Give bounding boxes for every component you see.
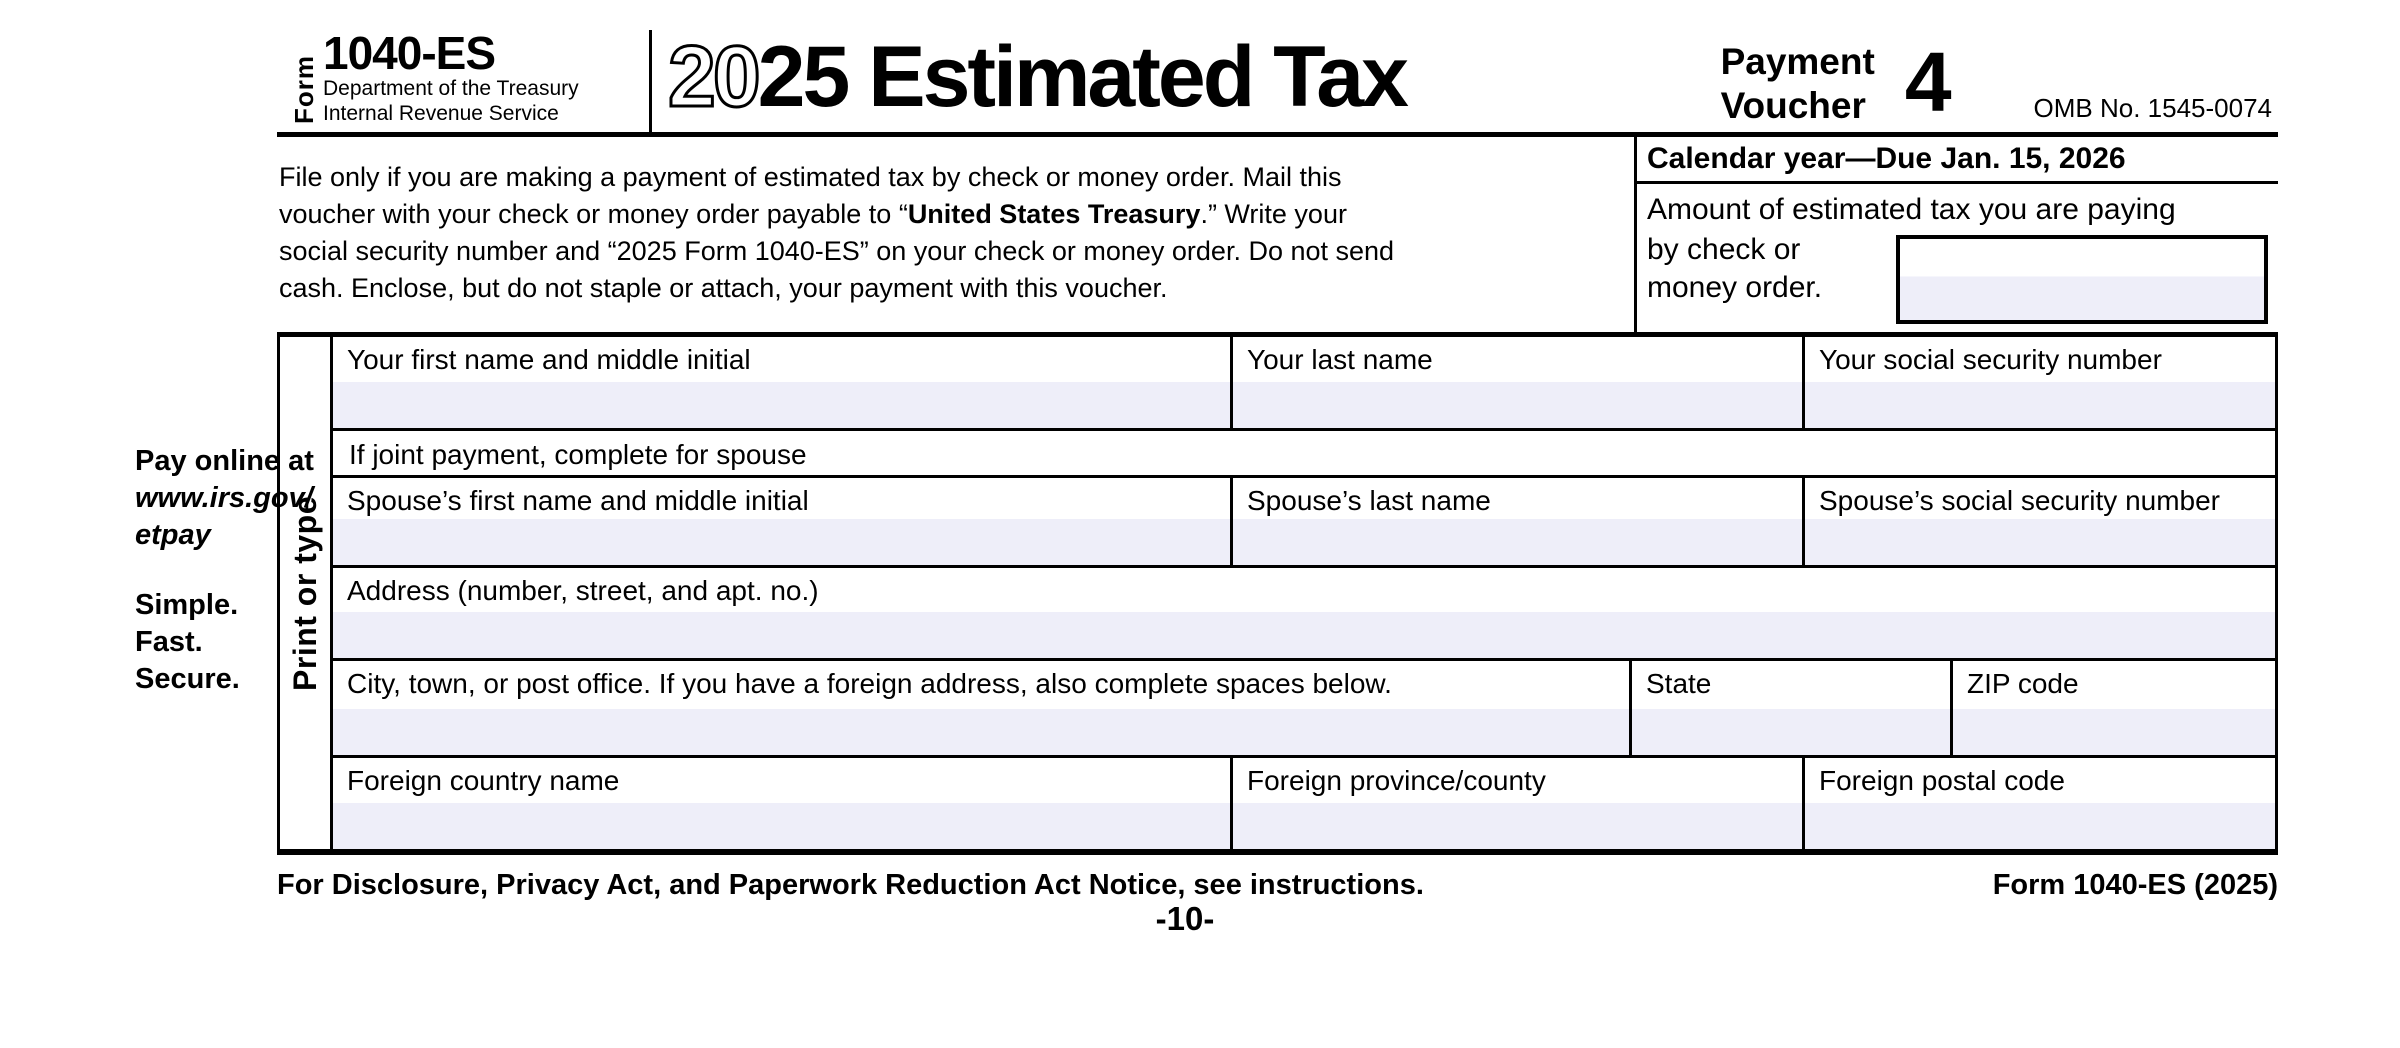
last-name-label: Your last name [1247, 344, 1433, 375]
omb-number: OMB No. 1545-0074 [2033, 93, 2272, 123]
address-input[interactable] [333, 612, 2275, 658]
foreign-country-label: Foreign country name [347, 765, 620, 796]
spouse-ssn-input[interactable] [1805, 519, 2275, 565]
print-or-type-label: Print or type [286, 495, 323, 691]
table-row: If joint payment, complete for spouse [333, 428, 2275, 475]
last-name-cell: Your last name [1233, 337, 1805, 428]
payment-voucher-block: Payment Voucher 4 [1721, 40, 1952, 132]
form-header: Form 1040-ES Department of the Treasury … [277, 30, 2278, 137]
foreign-province-input[interactable] [1233, 803, 1802, 849]
title-year-solid: 25 [757, 29, 851, 125]
spouse-first-name-input[interactable] [333, 519, 1230, 565]
instructions-line2-post: .” Write your [1200, 199, 1347, 229]
first-name-cell: Your first name and middle initial [333, 337, 1233, 428]
spouse-ssn-cell: Spouse’s social security number [1805, 478, 2275, 565]
irs-line: Internal Revenue Service [323, 102, 559, 125]
spouse-last-name-input[interactable] [1233, 519, 1802, 565]
foreign-postal-input[interactable] [1805, 803, 2275, 849]
spouse-first-name-label: Spouse’s first name and middle initial [347, 485, 809, 516]
table-row: Address (number, street, and apt. no.) [333, 565, 2275, 658]
form-title: 2025 Estimated Tax [667, 33, 1409, 122]
address-label: Address (number, street, and apt. no.) [347, 575, 819, 606]
amount-label-line1: Amount of estimated tax you are paying [1647, 193, 2176, 226]
irs-url-line2: etpay [135, 519, 211, 551]
zip-cell: ZIP code [1953, 661, 2275, 755]
form-footer: For Disclosure, Privacy Act, and Paperwo… [277, 869, 2278, 902]
table-rows: Your first name and middle initial Your … [333, 337, 2275, 849]
payment-voucher-label: Payment Voucher [1720, 41, 1875, 126]
voucher-document: Form 1040-ES Department of the Treasury … [277, 30, 2278, 902]
state-label: State [1646, 668, 1712, 699]
foreign-province-cell: Foreign province/county [1233, 758, 1805, 849]
foreign-country-input[interactable] [333, 803, 1230, 849]
city-cell: City, town, or post office. If you have … [333, 661, 1632, 755]
instructions-line2: voucher with your check or money order p… [279, 196, 1594, 233]
instructions-line4: cash. Enclose, but do not staple or atta… [279, 273, 1168, 303]
spouse-ssn-label: Spouse’s social security number [1819, 485, 2221, 516]
table-row: City, town, or post office. If you have … [333, 658, 2275, 755]
table-row: Foreign country name Foreign province/co… [333, 755, 2275, 849]
calendar-amount-panel: Calendar year—Due Jan. 15, 2026 Amount o… [1634, 137, 2278, 332]
joint-payment-cell: If joint payment, complete for spouse [333, 431, 2275, 475]
state-input[interactable] [1632, 709, 1950, 755]
form-number: 1040-ES [323, 27, 496, 79]
header-divider [649, 30, 652, 132]
amount-label-wrap: by check or money order. [1647, 233, 1823, 304]
tagline: Simple. Fast. Secure. [135, 589, 240, 695]
title-year-outline: 20 [667, 29, 763, 125]
zip-label: ZIP code [1967, 668, 2079, 699]
spouse-first-name-cell: Spouse’s first name and middle initial [333, 478, 1233, 565]
form-word-vertical: Form [289, 55, 319, 124]
calendar-year-due-date: Calendar year—Due Jan. 15, 2026 [1637, 137, 2278, 184]
foreign-province-label: Foreign province/county [1247, 765, 1546, 796]
form-id-footer: Form 1040-ES (2025) [1992, 869, 2278, 901]
irs-url-line1: www.irs.gov/ [135, 482, 313, 514]
foreign-postal-cell: Foreign postal code [1805, 758, 2275, 849]
table-row: Spouse’s first name and middle initial S… [333, 475, 2275, 565]
address-cell: Address (number, street, and apt. no.) [333, 568, 2275, 658]
first-name-input[interactable] [333, 382, 1230, 428]
voucher-number: 4 [1904, 35, 1952, 129]
amount-area: Amount of estimated tax you are paying b… [1637, 184, 2278, 332]
ssn-input[interactable] [1805, 382, 2275, 428]
disclosure-notice: For Disclosure, Privacy Act, and Paperwo… [277, 869, 1424, 901]
title-text: Estimated Tax [847, 29, 1409, 125]
middle-band: File only if you are making a payment of… [277, 137, 2278, 332]
instructions-line2-pre: voucher with your check or money order p… [279, 199, 908, 229]
ssn-cell: Your social security number [1805, 337, 2275, 428]
instructions-line1: File only if you are making a payment of… [279, 162, 1342, 192]
instructions-line3: social security number and “2025 Form 10… [279, 236, 1395, 266]
form-number-block: 1040-ES Department of the Treasury Inter… [323, 30, 579, 126]
state-cell: State [1632, 661, 1953, 755]
zip-input[interactable] [1953, 709, 2275, 755]
page-number: -10- [1155, 900, 1215, 937]
pay-online-note: Pay online at www.irs.gov/ etpay Simple.… [135, 443, 314, 698]
last-name-input[interactable] [1233, 382, 1802, 428]
city-input[interactable] [333, 709, 1629, 755]
pay-online-text: Pay online at [135, 445, 314, 477]
filing-instructions: File only if you are making a payment of… [277, 137, 1634, 332]
taxpayer-info-table: Print or type Your first name and middle… [277, 332, 2278, 855]
joint-payment-note: If joint payment, complete for spouse [349, 439, 807, 470]
print-or-type-column: Print or type [280, 337, 333, 849]
payee-name: United States Treasury [907, 199, 1201, 229]
first-name-label: Your first name and middle initial [347, 344, 751, 375]
dept-treasury-line: Department of the Treasury [323, 77, 579, 100]
city-label: City, town, or post office. If you have … [347, 668, 1392, 699]
spouse-last-name-label: Spouse’s last name [1247, 485, 1491, 516]
foreign-country-cell: Foreign country name [333, 758, 1233, 849]
form-identity-block: Form 1040-ES Department of the Treasury … [277, 30, 649, 132]
amount-input[interactable] [1896, 235, 2268, 324]
ssn-label: Your social security number [1819, 344, 2162, 375]
spouse-last-name-cell: Spouse’s last name [1233, 478, 1805, 565]
table-row: Your first name and middle initial Your … [333, 337, 2275, 428]
foreign-postal-label: Foreign postal code [1819, 765, 2065, 796]
